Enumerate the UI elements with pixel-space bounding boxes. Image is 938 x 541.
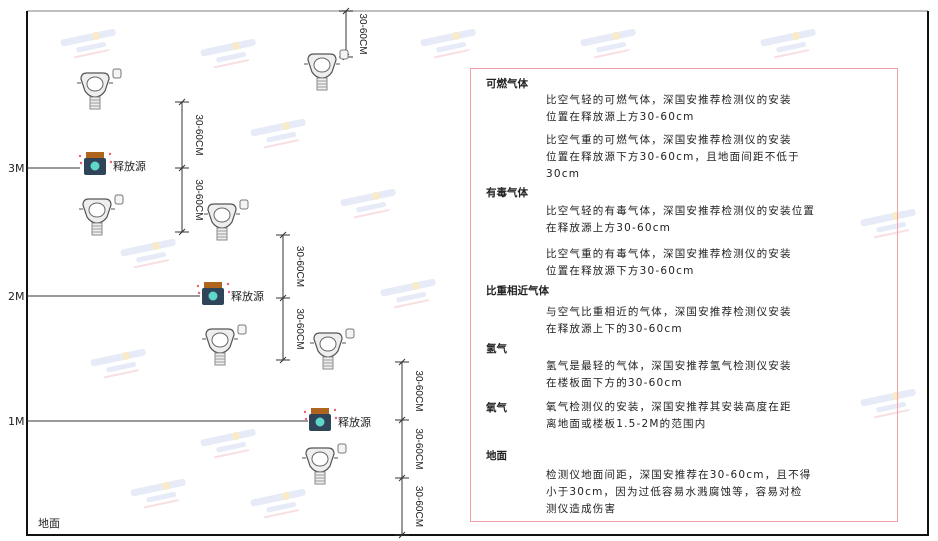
dimension-label: 30-60CM — [193, 179, 204, 220]
gas-detector-icon — [304, 49, 349, 91]
dimension-tick-slash — [279, 231, 287, 239]
release-source: 释放源 — [196, 282, 264, 305]
gas-source-icon — [303, 408, 338, 431]
note-line: 比空气重的有毒气体，深国安推荐检测仪的安装 — [546, 248, 792, 260]
dimension-line: 30-60CM 30-60CM — [175, 98, 204, 236]
note-line: 氢气是最轻的气体，深国安推荐氢气检测仪安装 — [546, 360, 792, 372]
note-line: 在释放源上下的30-60cm — [546, 323, 683, 335]
note-line: 位置在释放源下方30-60cm — [546, 265, 695, 277]
note-line: 比空气重的可燃气体，深国安推荐检测仪的安装 — [546, 134, 792, 146]
watermark-logo — [60, 28, 116, 59]
note-line: 氧气检测仪的安装，深国安推荐其安装高度在距 — [546, 401, 792, 413]
note-line: 在释放源上方30-60cm — [546, 222, 672, 234]
dimension-lines: 30-60CM30-60CM30-60CM30-60CM30-60CM30-60… — [175, 7, 424, 539]
watermark-logo — [130, 478, 186, 509]
note-title-combustible: 可燃气体 — [486, 78, 528, 90]
gas-detector-icon — [79, 194, 124, 236]
gas-detector-icon — [202, 324, 247, 366]
note-similar: 与空气比重相近的气体，深国安推荐检测仪安装 在释放源上下的30-60cm — [546, 304, 792, 338]
release-source-label: 释放源 — [338, 415, 371, 429]
watermark-logo — [860, 388, 916, 419]
note-line: 检测仪地面间距，深国安推荐在30-60cm，且不得 — [546, 469, 812, 481]
watermark-logo — [90, 348, 146, 379]
note-oxygen: 氧气检测仪的安装，深国安推荐其安装高度在距 离地面或楼板1.5-2M的范围内 — [546, 399, 792, 433]
note-toxic-light: 比空气轻的有毒气体，深国安推荐检测仪的安装位置 在释放源上方30-60cm — [546, 203, 815, 237]
gas-source-icon — [196, 282, 231, 305]
note-line: 位置在释放源上方30-60cm — [546, 111, 695, 123]
release-source-label: 释放源 — [113, 159, 146, 173]
note-combustible-heavy: 比空气重的可燃气体，深国安推荐检测仪的安装 位置在释放源下方30-60cm，且地面… — [546, 132, 800, 183]
note-line: 与空气比重相近的气体，深国安推荐检测仪安装 — [546, 306, 792, 318]
dimension-tick-slash — [398, 474, 406, 482]
dimension-tick-slash — [279, 356, 287, 364]
watermark-logo — [200, 428, 256, 459]
note-title-toxic: 有毒气体 — [486, 187, 528, 199]
gas-detector-icon — [77, 68, 122, 110]
dimension-tick-slash — [398, 531, 406, 539]
note-title-similar: 比重相近气体 — [486, 285, 549, 297]
dimension-label: 30-60CM — [294, 246, 305, 287]
dimension-line: 30-60CM 30-60CM 30-60CM — [395, 358, 424, 539]
note-title-hydrogen: 氢气 — [486, 343, 507, 355]
release-source: 释放源 — [78, 152, 146, 175]
watermark-logo — [250, 118, 306, 149]
notes-panel: 可燃气体 比空气轻的可燃气体，深国安推荐检测仪的安装 位置在释放源上方30-60c… — [470, 68, 898, 522]
note-line: 离地面或楼板1.5-2M的范围内 — [546, 418, 707, 430]
gas-detector-icon — [204, 199, 249, 241]
dimension-label: 30-60CM — [193, 114, 204, 155]
dimension-tick-slash — [398, 416, 406, 424]
ground-label: 地面 — [38, 517, 60, 530]
release-source: 释放源 — [303, 408, 371, 431]
note-ground: 检测仪地面间距，深国安推荐在30-60cm，且不得 小于30cm，因为过低容易水溅… — [546, 467, 812, 518]
dimension-tick-slash — [342, 7, 350, 15]
note-title-oxygen: 氧气 — [486, 402, 507, 414]
watermark-logo — [420, 28, 476, 59]
gas-source-icon — [78, 152, 113, 175]
dimension-tick-slash — [178, 164, 186, 172]
watermarks — [60, 28, 916, 519]
note-line: 比空气轻的可燃气体，深国安推荐检测仪的安装 — [546, 94, 792, 106]
gas-detector-icon — [302, 443, 347, 485]
note-line: 位置在释放源下方30-60cm，且地面间距不低于 — [546, 151, 800, 163]
note-line: 小于30cm，因为过低容易水溅腐蚀等，容易对检 — [546, 486, 803, 498]
dimension-tick-slash — [178, 98, 186, 106]
note-line: 测仪造成伤害 — [546, 503, 617, 515]
dimension-label: 30-60CM — [413, 370, 424, 411]
note-combustible-light: 比空气轻的可燃气体，深国安推荐检测仪的安装 位置在释放源上方30-60cm — [546, 92, 792, 126]
height-label-1m: 1M — [8, 415, 25, 428]
watermark-logo — [250, 488, 306, 519]
watermark-logo — [340, 188, 396, 219]
dimension-tick-slash — [279, 294, 287, 302]
dimension-tick-slash — [178, 228, 186, 236]
height-label-3m: 3M — [8, 162, 25, 175]
watermark-logo — [580, 28, 636, 59]
watermark-logo — [760, 28, 816, 59]
watermark-logo — [120, 238, 176, 269]
dimension-label: 30-60CM — [413, 486, 424, 527]
height-label-2m: 2M — [8, 290, 25, 303]
note-title-ground: 地面 — [486, 450, 507, 462]
dimension-line: 30-60CM 30-60CM — [276, 231, 305, 364]
watermark-logo — [860, 208, 916, 239]
release-source-label: 释放源 — [231, 289, 264, 303]
watermark-logo — [380, 278, 436, 309]
watermark-logo — [200, 38, 256, 69]
note-line: 在楼板面下方的30-60cm — [546, 377, 683, 389]
note-line: 比空气轻的有毒气体，深国安推荐检测仪的安装位置 — [546, 205, 816, 217]
dimension-tick-slash — [398, 358, 406, 366]
dimension-label: 30-60CM — [357, 13, 368, 54]
note-hydrogen: 氢气是最轻的气体，深国安推荐氢气检测仪安装 在楼板面下方的30-60cm — [546, 358, 792, 392]
dimension-label: 30-60CM — [294, 308, 305, 349]
gas-detector-icon — [310, 328, 355, 370]
dimension-label: 30-60CM — [413, 428, 424, 469]
note-toxic-heavy: 比空气重的有毒气体，深国安推荐检测仪的安装 位置在释放源下方30-60cm — [546, 246, 792, 280]
note-line: 30cm — [546, 168, 581, 180]
